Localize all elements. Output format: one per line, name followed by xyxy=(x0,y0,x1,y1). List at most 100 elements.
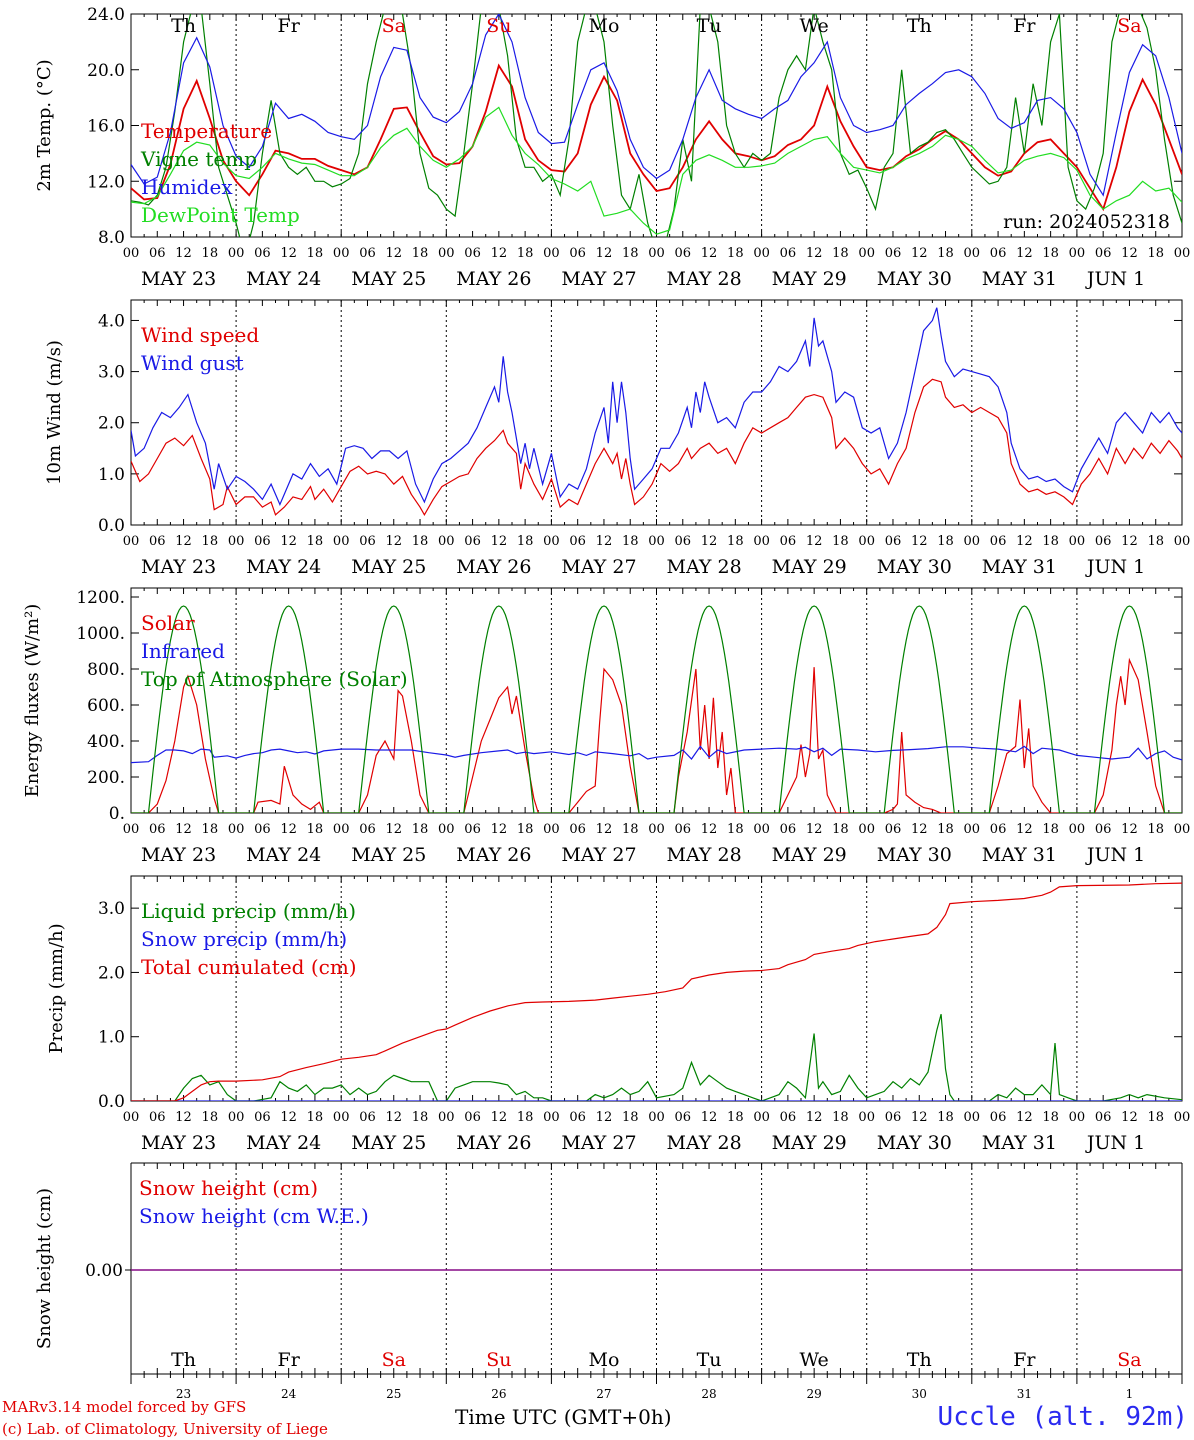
x-tick-label: 06 xyxy=(990,534,1007,549)
y-axis-title: Precip (mm/h) xyxy=(46,923,67,1053)
x-tick-label: 00 xyxy=(228,246,245,261)
series-line-vigne-temp xyxy=(131,14,1182,237)
y-axis-title: Snow height (cm) xyxy=(34,1188,55,1349)
panel-wind: 0.0 1.0 2.0 3.0 4.0 10m Wind (m/s) 00 06 12 18 MAY… xyxy=(44,299,1190,578)
date-label: MAY 31 xyxy=(982,844,1057,866)
x-tick-label: 06 xyxy=(885,822,902,837)
x-tick-label: 00 xyxy=(858,1110,875,1125)
series-group xyxy=(131,307,1182,517)
x-tick-label: 06 xyxy=(885,1110,902,1125)
x-tick-label: 12 xyxy=(491,822,508,837)
x-tick-label: 18 xyxy=(307,1110,324,1125)
x-tick-label: 06 xyxy=(569,534,586,549)
x-tick-label: 06 xyxy=(149,246,166,261)
x-tick-label: 18 xyxy=(832,822,849,837)
y-tick-label: 24.0 xyxy=(87,5,125,25)
run-label: run: 2024052318 xyxy=(1003,211,1170,233)
x-tick-label: 18 xyxy=(517,1110,534,1125)
x-tick-label: 06 xyxy=(1095,822,1112,837)
x-tick-label: 12 xyxy=(175,534,192,549)
series-line-temperature xyxy=(131,63,1182,212)
y-tick-label: 2.0 xyxy=(98,414,125,434)
series-line-humidex xyxy=(131,14,1182,197)
x-tick-label: 00 xyxy=(123,246,140,261)
x-tick-label: 12 xyxy=(911,1110,928,1125)
legend-entry: Humidex xyxy=(141,175,233,199)
x-tick-label: 18 xyxy=(622,246,639,261)
x-tick-label: 06 xyxy=(780,822,797,837)
day-label: We xyxy=(800,15,829,37)
x-tick-label: 06 xyxy=(359,1110,376,1125)
x-tick-label: 00 xyxy=(648,246,665,261)
x-tick-label: 18 xyxy=(412,1110,429,1125)
day-number-label: 29 xyxy=(807,1387,822,1401)
x-tick-label: 06 xyxy=(464,1110,481,1125)
series-line-wind-speed xyxy=(131,378,1182,517)
x-tick-label: 18 xyxy=(1147,822,1164,837)
x-tick-label: 06 xyxy=(885,246,902,261)
x-tick-label: 18 xyxy=(832,246,849,261)
x-tick-label: 06 xyxy=(780,1110,797,1125)
x-tick-label: 12 xyxy=(806,1110,823,1125)
x-tick-label: 06 xyxy=(675,822,692,837)
series-line-top-of-atmosphere-solar- xyxy=(131,605,1182,813)
credit-line-2: (c) Lab. of Climatology, University of L… xyxy=(2,1420,328,1438)
x-tick-label: 00 xyxy=(543,822,560,837)
x-tick-label: 00 xyxy=(1069,246,1086,261)
x-tick-label: 12 xyxy=(701,534,718,549)
y-tick-label: 4.0 xyxy=(98,311,125,331)
day-number-label: 28 xyxy=(701,1387,716,1401)
x-tick-label: 18 xyxy=(307,822,324,837)
x-tick-label: 00 xyxy=(228,1110,245,1125)
day-label: Mo xyxy=(588,1349,619,1371)
day-number-label: 23 xyxy=(176,1387,191,1401)
y-tick-label: 12.0 xyxy=(87,172,125,192)
x-tick-label: 18 xyxy=(937,534,954,549)
date-label: MAY 30 xyxy=(877,268,952,290)
x-tick-label: 00 xyxy=(753,534,770,549)
x-tick-label: 18 xyxy=(1042,1110,1059,1125)
x-tick-label: 18 xyxy=(307,534,324,549)
x-tick-label: 12 xyxy=(596,246,613,261)
day-label: Th xyxy=(907,1349,932,1371)
x-tick-label: 18 xyxy=(727,534,744,549)
x-axis-title: Time UTC (GMT+0h) xyxy=(455,1405,672,1429)
y-axis-title: 2m Temp. (°C) xyxy=(34,59,55,191)
day-label: Sa xyxy=(382,15,406,37)
x-tick-label: 06 xyxy=(254,1110,271,1125)
day-label: Su xyxy=(486,15,511,37)
x-tick-label: 18 xyxy=(1147,246,1164,261)
x-tick-label: 18 xyxy=(1042,822,1059,837)
x-tick-label: 00 xyxy=(858,534,875,549)
series-line-infrared xyxy=(131,745,1182,764)
legend-entry: Snow height (cm W.E.) xyxy=(139,1204,369,1228)
x-tick-label: 06 xyxy=(1095,534,1112,549)
x-tick-label: 18 xyxy=(412,822,429,837)
date-label: JUN 1 xyxy=(1085,1132,1145,1154)
y-tick-label: 2.0 xyxy=(98,963,125,983)
date-label: MAY 30 xyxy=(877,844,952,866)
x-tick-label: 12 xyxy=(596,534,613,549)
x-tick-label: 18 xyxy=(1042,534,1059,549)
series-line-liquid-precip-mm-h- xyxy=(131,1014,1182,1101)
x-tick-label: 06 xyxy=(359,534,376,549)
date-label: MAY 25 xyxy=(351,556,426,578)
x-tick-label: 18 xyxy=(202,1110,219,1125)
day-label: Sa xyxy=(382,1349,406,1371)
x-tick-label: 06 xyxy=(990,246,1007,261)
x-tick-label: 06 xyxy=(149,1110,166,1125)
x-tick-label: 12 xyxy=(1121,822,1138,837)
legend-entry: Wind gust xyxy=(141,351,244,375)
panel-snow: 0.00 Snow height (cm) Snow height (cm) Snow… xyxy=(34,1162,1183,1401)
x-tick-label: 00 xyxy=(1069,1110,1086,1125)
x-tick-label: 00 xyxy=(753,1110,770,1125)
x-tick-label: 06 xyxy=(780,534,797,549)
y-tick-label: 8.0 xyxy=(98,228,125,248)
x-tick-label: 06 xyxy=(990,1110,1007,1125)
y-tick-label: 3.0 xyxy=(98,363,125,383)
x-tick-label: 12 xyxy=(911,246,928,261)
day-label: Tu xyxy=(697,1349,722,1371)
day-label: Fr xyxy=(1013,15,1036,37)
x-tick-label: 00 xyxy=(228,534,245,549)
